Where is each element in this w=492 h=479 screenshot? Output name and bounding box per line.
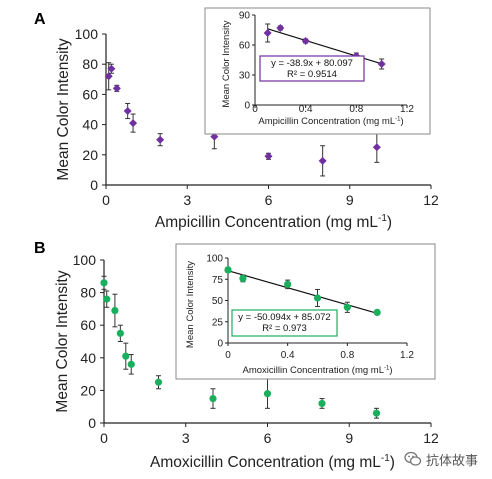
chart-panel-a: A 0 3 6 9 12 0 20 40 60 80 100 Ampicillin Concentrat… <box>34 7 439 231</box>
y-tick-label: 80 <box>80 285 96 301</box>
inset-x-axis-title: Ampicillin Concentration (mg mL-1) <box>258 116 403 127</box>
inset-x-tick-label: 0 <box>225 350 231 361</box>
y-axis-title: Mean Color Intensity <box>55 38 72 180</box>
data-point <box>156 135 165 144</box>
data-point <box>100 279 108 287</box>
data-point <box>318 156 327 165</box>
x-tick-label: 6 <box>264 430 272 446</box>
y-tick-label: 20 <box>80 382 96 398</box>
x-tick-label: 12 <box>423 192 439 208</box>
inset-x-tick-label: 0.4 <box>281 350 295 361</box>
x-axis-title: Ampicillin Concentration (mg mL-1) <box>155 213 392 231</box>
data-point <box>122 352 130 360</box>
inset-y-tick-label: 0 <box>217 339 223 350</box>
data-point <box>103 295 111 303</box>
r-squared: R² = 0.9514 <box>287 69 337 80</box>
inset-data-point <box>377 60 386 68</box>
inset-x-tick-label: 0.8 <box>349 104 363 115</box>
fit-line <box>227 270 378 314</box>
y-tick-label: 0 <box>90 177 98 193</box>
data-point <box>116 329 124 337</box>
inset-x-tick-label: 1.2 <box>400 350 414 361</box>
data-point <box>209 394 217 403</box>
y-tick-label: 20 <box>82 147 98 163</box>
data-point <box>154 378 163 386</box>
inset-y-tick-label: 100 <box>206 254 223 265</box>
x-tick-label: 12 <box>423 430 439 446</box>
y-tick-label: 100 <box>75 26 99 42</box>
inset-y-axis-title: Mean Color Intensity <box>221 20 232 107</box>
data-point <box>104 72 113 81</box>
inset-chart: 0 0.4 0.8 1.2 0 30 60 90 Ampicillin Concentratio… <box>204 7 431 135</box>
y-axis-title: Mean Color Intensity <box>54 270 71 412</box>
y-tick-label: 40 <box>82 117 98 133</box>
data-point <box>372 143 381 152</box>
inset-data-point <box>224 266 232 274</box>
watermark-text: 抗体故事 <box>426 453 479 469</box>
y-tick-label: 0 <box>88 415 96 431</box>
x-tick-label: 9 <box>346 192 354 208</box>
y-tick-label: 100 <box>73 252 97 268</box>
x-tick-label: 0 <box>102 192 110 208</box>
data-point <box>111 306 119 315</box>
inset-x-axis-title: Amoxicillin Concentration (mg mL-1) <box>242 365 392 376</box>
inset-data-point <box>313 294 322 302</box>
data-point <box>127 360 135 368</box>
inset-x-tick-label: 0.4 <box>299 104 313 115</box>
inset-data-point <box>301 37 310 45</box>
x-tick-label: 0 <box>100 430 108 446</box>
inset-y-tick-label: 0 <box>244 101 250 112</box>
equation-box <box>259 55 365 82</box>
inset-y-tick-label: 90 <box>239 11 251 22</box>
watermark: 抗体故事 <box>404 448 478 470</box>
x-tick-label: 9 <box>345 430 353 446</box>
data-point <box>263 390 272 398</box>
inset-y-tick-label: 30 <box>239 71 251 82</box>
inset-x-tick-label: 0 <box>252 104 258 115</box>
inset-y-tick-label: 50 <box>212 296 224 307</box>
panel-label: B <box>34 240 46 257</box>
data-point <box>264 152 273 161</box>
inset-data-point <box>343 303 351 311</box>
x-axis-title: Amoxicillin Concentration (mg mL-1) <box>150 453 395 471</box>
inset-x-tick-label: 1.2 <box>400 104 414 115</box>
data-point <box>210 132 219 141</box>
x-tick-label: 6 <box>265 192 273 208</box>
wechat-icon <box>404 450 422 468</box>
y-tick-label: 40 <box>80 350 96 366</box>
fit-equation: y = -50.094x + 85.072 <box>238 312 330 323</box>
inset-y-axis-title: Mean Color Intensity <box>185 261 196 348</box>
data-point <box>107 64 116 73</box>
y-tick-label: 60 <box>80 317 96 333</box>
x-tick-label: 3 <box>182 430 190 446</box>
chart-panel-b: B 0 3 6 9 12 0 20 40 60 80 100 Amoxicillin Concentra… <box>34 240 439 471</box>
panel-label: A <box>34 11 46 28</box>
inset-data-point <box>373 308 381 316</box>
inset-data-point <box>284 280 292 288</box>
inset-data-point <box>239 274 247 282</box>
inset-data-point <box>276 24 285 32</box>
data-point <box>129 119 138 128</box>
inset-x-tick-label: 0.8 <box>340 350 354 361</box>
equation-box <box>231 309 338 337</box>
inset-data-point <box>263 29 272 37</box>
data-point <box>123 107 132 116</box>
inset-y-tick-label: 25 <box>212 317 224 328</box>
inset-chart: 0 0.4 0.8 1.2 0 25 50 75 100 Amoxicillin Concentr… <box>175 243 436 380</box>
inset-y-tick-label: 75 <box>212 275 224 286</box>
inset-y-tick-label: 60 <box>239 41 251 52</box>
fit-equation: y = -38.9x + 80.097 <box>271 58 353 69</box>
data-point <box>112 84 121 93</box>
x-tick-label: 3 <box>183 192 191 208</box>
y-tick-label: 80 <box>82 56 98 72</box>
data-point <box>318 399 326 408</box>
r-squared: R² = 0.973 <box>262 323 307 334</box>
data-point <box>372 409 381 417</box>
y-tick-label: 60 <box>82 86 98 102</box>
